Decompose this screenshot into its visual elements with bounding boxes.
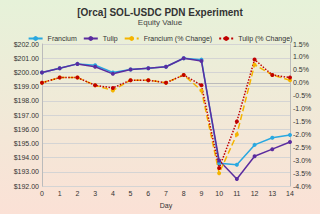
svg-text:$202.00: $202.00	[14, 41, 39, 48]
svg-text:12: 12	[251, 190, 259, 197]
svg-text:-2.0%: -2.0%	[293, 131, 311, 138]
svg-text:0: 0	[40, 190, 44, 197]
svg-text:13: 13	[268, 190, 276, 197]
svg-text:4: 4	[111, 190, 115, 197]
svg-text:7: 7	[164, 190, 168, 197]
svg-text:14: 14	[286, 190, 294, 197]
svg-text:Day: Day	[160, 202, 173, 210]
svg-text:6: 6	[146, 190, 150, 197]
svg-text:$196.00: $196.00	[14, 126, 39, 133]
svg-text:$200.00: $200.00	[14, 69, 39, 76]
svg-text:8: 8	[182, 190, 186, 197]
svg-text:$192.00: $192.00	[14, 183, 39, 190]
svg-text:-1.0%: -1.0%	[293, 105, 311, 112]
svg-text:-1.5%: -1.5%	[293, 118, 311, 125]
svg-text:Francium: Francium	[48, 35, 77, 42]
svg-text:1: 1	[58, 190, 62, 197]
svg-text:0.0%: 0.0%	[293, 79, 309, 86]
svg-text:9: 9	[199, 190, 203, 197]
svg-text:1.0%: 1.0%	[293, 53, 309, 60]
svg-text:-0.5%: -0.5%	[293, 92, 311, 99]
svg-text:$198.00: $198.00	[14, 97, 39, 104]
svg-text:Tulip (% Change): Tulip (% Change)	[238, 35, 292, 43]
svg-text:$201.00: $201.00	[14, 55, 39, 62]
svg-text:-3.5%: -3.5%	[293, 170, 311, 177]
svg-text:11: 11	[233, 190, 240, 197]
svg-text:2: 2	[75, 190, 79, 197]
svg-text:3: 3	[93, 190, 97, 197]
svg-text:$195.00: $195.00	[14, 140, 39, 147]
svg-text:-4.0%: -4.0%	[293, 183, 311, 190]
svg-text:Francium (% Change): Francium (% Change)	[144, 35, 212, 43]
svg-text:0.5%: 0.5%	[293, 66, 309, 73]
svg-text:[Orca] SOL-USDC PDN Experiment: [Orca] SOL-USDC PDN Experiment	[77, 7, 243, 18]
svg-text:$197.00: $197.00	[14, 112, 39, 119]
svg-text:Tulip: Tulip	[103, 35, 118, 43]
svg-text:$193.00: $193.00	[14, 168, 39, 175]
svg-text:$199.00: $199.00	[14, 83, 39, 90]
svg-text:5: 5	[129, 190, 133, 197]
svg-text:1.5%: 1.5%	[293, 41, 309, 48]
svg-text:$194.00: $194.00	[14, 154, 39, 161]
svg-text:10: 10	[215, 190, 223, 197]
svg-text:-3.0%: -3.0%	[293, 157, 311, 164]
svg-text:Equity Value: Equity Value	[138, 18, 183, 27]
svg-text:-2.5%: -2.5%	[293, 144, 311, 151]
